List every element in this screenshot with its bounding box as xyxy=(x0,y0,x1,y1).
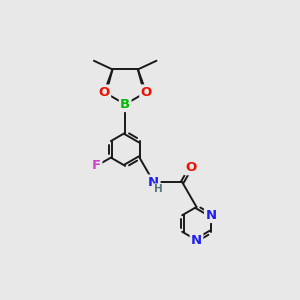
Text: N: N xyxy=(191,233,202,247)
Text: N: N xyxy=(148,176,159,189)
Text: O: O xyxy=(185,161,196,174)
Text: N: N xyxy=(205,209,216,222)
Text: O: O xyxy=(99,86,110,99)
Text: F: F xyxy=(92,159,101,172)
Text: B: B xyxy=(120,98,130,111)
Text: H: H xyxy=(154,184,163,194)
Text: O: O xyxy=(140,86,152,99)
